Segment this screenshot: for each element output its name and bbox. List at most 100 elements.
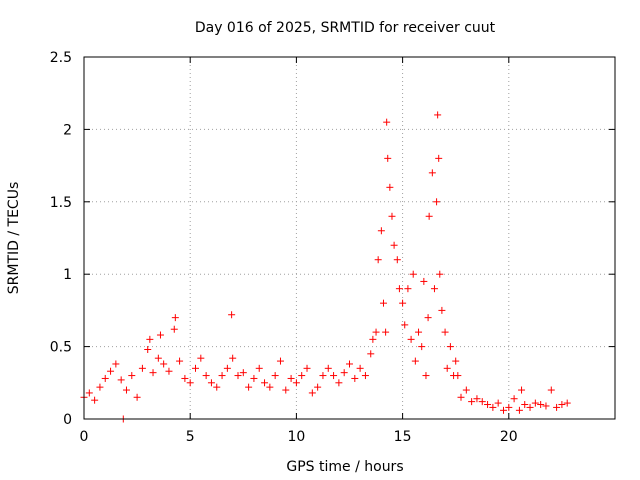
data-points bbox=[80, 111, 571, 423]
data-point bbox=[537, 401, 545, 409]
data-point bbox=[478, 398, 486, 406]
data-point bbox=[383, 118, 391, 126]
data-point bbox=[521, 401, 529, 409]
data-point bbox=[207, 379, 215, 387]
data-point bbox=[441, 328, 449, 336]
data-point bbox=[351, 374, 359, 382]
data-point bbox=[547, 386, 555, 394]
data-point bbox=[156, 331, 164, 339]
data-point bbox=[101, 374, 109, 382]
data-point bbox=[415, 328, 423, 336]
data-point bbox=[553, 403, 561, 411]
data-point bbox=[484, 401, 492, 409]
data-point bbox=[261, 379, 269, 387]
data-point bbox=[558, 401, 566, 409]
data-point bbox=[510, 395, 518, 403]
data-point bbox=[454, 372, 462, 380]
data-point bbox=[117, 376, 125, 384]
data-point bbox=[452, 357, 460, 365]
data-point bbox=[379, 299, 387, 307]
data-point bbox=[393, 256, 401, 264]
y-tick-label: 0.5 bbox=[50, 340, 72, 356]
data-point bbox=[457, 393, 465, 401]
data-point bbox=[144, 345, 152, 353]
data-point bbox=[420, 277, 428, 285]
data-point bbox=[287, 374, 295, 382]
data-point bbox=[346, 360, 353, 368]
data-point bbox=[372, 328, 380, 336]
data-point bbox=[384, 154, 392, 162]
data-point bbox=[430, 285, 438, 293]
data-point bbox=[473, 395, 481, 403]
data-point bbox=[531, 399, 539, 407]
data-point bbox=[319, 372, 327, 380]
data-point bbox=[386, 183, 394, 191]
data-point bbox=[308, 389, 316, 397]
data-point bbox=[526, 403, 534, 411]
data-point bbox=[446, 343, 454, 351]
y-tick-label: 2 bbox=[63, 122, 72, 138]
y-axis-label: SRMTID / TECUs bbox=[6, 182, 22, 295]
data-point bbox=[407, 335, 415, 343]
data-point bbox=[229, 354, 237, 362]
data-point bbox=[239, 369, 247, 377]
data-point bbox=[128, 372, 136, 380]
data-point bbox=[149, 369, 157, 377]
y-tick-label: 2.5 bbox=[50, 50, 72, 66]
data-point bbox=[176, 357, 184, 365]
y-tick-label: 0 bbox=[63, 412, 72, 428]
x-tick-label: 20 bbox=[500, 429, 518, 445]
data-point bbox=[518, 386, 526, 394]
data-point bbox=[303, 364, 311, 372]
chart-title: Day 016 of 2025, SRMTID for receiver cuu… bbox=[195, 20, 496, 36]
data-point bbox=[138, 364, 146, 372]
data-point bbox=[422, 372, 430, 380]
data-point bbox=[250, 374, 258, 382]
data-point bbox=[276, 357, 284, 365]
x-axis-label: GPS time / hours bbox=[286, 459, 403, 475]
data-point bbox=[165, 367, 173, 375]
data-point bbox=[234, 372, 242, 380]
x-tick-label: 10 bbox=[287, 429, 305, 445]
data-point bbox=[489, 403, 497, 411]
data-point bbox=[438, 306, 446, 314]
data-point bbox=[282, 386, 290, 394]
data-point bbox=[112, 360, 120, 368]
data-point bbox=[425, 212, 433, 220]
data-point bbox=[434, 111, 442, 119]
data-point bbox=[96, 383, 104, 391]
data-point bbox=[202, 372, 210, 380]
data-point bbox=[369, 335, 377, 343]
data-point bbox=[160, 360, 168, 368]
data-point bbox=[335, 379, 343, 387]
data-point bbox=[411, 357, 419, 365]
data-point bbox=[245, 383, 253, 391]
axis-ticks: 0 5 10 15 20 0 0.5 1 1.5 2 2.5 bbox=[50, 50, 615, 445]
data-point bbox=[404, 285, 412, 293]
data-point bbox=[324, 364, 332, 372]
data-point bbox=[85, 389, 93, 397]
data-point bbox=[218, 372, 226, 380]
data-point bbox=[563, 399, 571, 407]
data-point bbox=[292, 379, 300, 387]
data-point bbox=[428, 169, 436, 177]
data-point bbox=[494, 399, 502, 407]
data-point bbox=[146, 335, 154, 343]
data-point bbox=[107, 367, 115, 375]
data-point bbox=[390, 241, 398, 249]
data-point bbox=[330, 372, 338, 380]
data-point bbox=[433, 198, 441, 206]
data-point bbox=[424, 314, 432, 322]
data-point bbox=[515, 406, 523, 414]
data-point bbox=[436, 270, 444, 278]
data-point bbox=[228, 311, 236, 319]
data-point bbox=[499, 406, 507, 414]
data-point bbox=[314, 383, 322, 391]
x-tick-label: 15 bbox=[394, 429, 412, 445]
data-point bbox=[298, 372, 306, 380]
data-point bbox=[170, 325, 178, 333]
data-point bbox=[192, 364, 200, 372]
data-point bbox=[271, 372, 279, 380]
data-point bbox=[443, 364, 451, 372]
